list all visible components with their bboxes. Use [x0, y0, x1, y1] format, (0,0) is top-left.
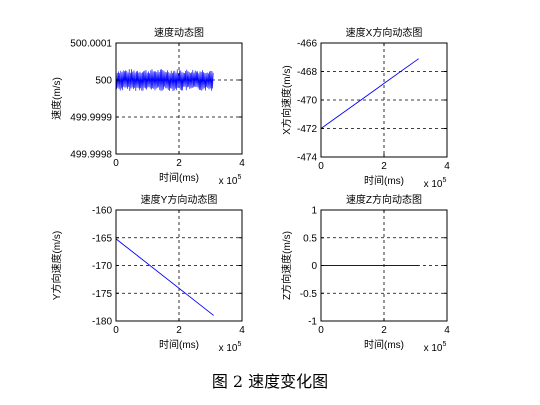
x-tick-label: 2	[176, 158, 182, 169]
figure-caption: 图 2 速度变化图	[211, 372, 329, 391]
x-tick-label: 2	[176, 325, 182, 336]
x-tick-label: 4	[444, 325, 450, 336]
series-line	[115, 69, 214, 92]
x-axis-label: 时间(ms)	[159, 338, 199, 351]
subplot-title: 速度Y方向动态图	[141, 193, 218, 206]
y-tick-label: -160	[92, 206, 112, 217]
y-tick-label: -175	[92, 289, 112, 300]
x-tick-label: 4	[444, 161, 450, 172]
y-tick-label: 500.0001	[70, 39, 112, 50]
y-tick-label: -0.5	[300, 289, 318, 300]
y-tick-label: -170	[92, 261, 112, 272]
x-tick-label: 0	[318, 161, 324, 172]
y-axis-label: Z方向速度(m/s)	[280, 231, 293, 300]
x-axis-multiplier: x 105	[219, 174, 242, 187]
x-axis-multiplier: x 105	[424, 177, 447, 190]
y-tick-label: -466	[297, 39, 317, 50]
y-tick-label: -1	[308, 317, 317, 328]
x-axis-multiplier: x 105	[424, 341, 447, 354]
x-tick-label: 2	[381, 161, 387, 172]
x-tick-label: 0	[113, 325, 119, 336]
x-tick-label: 4	[239, 325, 245, 336]
series-line	[115, 238, 214, 316]
x-tick-label: 2	[381, 325, 387, 336]
subplot-title: 速度Z方向动态图	[346, 193, 422, 206]
y-axis-label: Y方向速度(m/s)	[50, 231, 63, 300]
y-tick-label: -474	[297, 153, 317, 164]
y-tick-label: 499.9998	[70, 150, 112, 161]
y-tick-label: 0	[311, 261, 317, 272]
y-axis-label: X方向速度(m/s)	[280, 65, 293, 134]
subplot-title: 速度X方向动态图	[346, 26, 423, 39]
y-tick-label: -180	[92, 317, 112, 328]
x-tick-label: 4	[239, 158, 245, 169]
subplot-1: 0 2 4 499.9998 499.9999 500 500.0001 速度动态图时间(ms…	[50, 26, 245, 187]
y-axis-label: 速度(m/s)	[50, 77, 63, 120]
velocity-figure: 0 2 4 499.9998 499.9999 500 500.0001 速度动态图时间(ms…	[50, 26, 450, 354]
series-line	[320, 58, 419, 129]
x-axis-label: 时间(ms)	[159, 171, 199, 184]
x-axis-label: 时间(ms)	[364, 174, 404, 187]
x-tick-label: 0	[318, 325, 324, 336]
x-axis-label: 时间(ms)	[364, 338, 404, 351]
x-axis-multiplier: x 105	[219, 341, 242, 354]
y-tick-label: 500	[95, 76, 112, 87]
y-tick-label: -472	[297, 124, 317, 135]
y-tick-label: -470	[297, 96, 317, 107]
y-tick-label: 1	[311, 206, 317, 217]
y-tick-label: -165	[92, 233, 112, 244]
y-tick-label: 0.5	[303, 233, 317, 244]
x-tick-label: 0	[113, 158, 119, 169]
subplot-title: 速度动态图	[154, 26, 204, 39]
y-tick-label: -468	[297, 67, 317, 78]
y-tick-label: 499.9999	[70, 113, 112, 124]
